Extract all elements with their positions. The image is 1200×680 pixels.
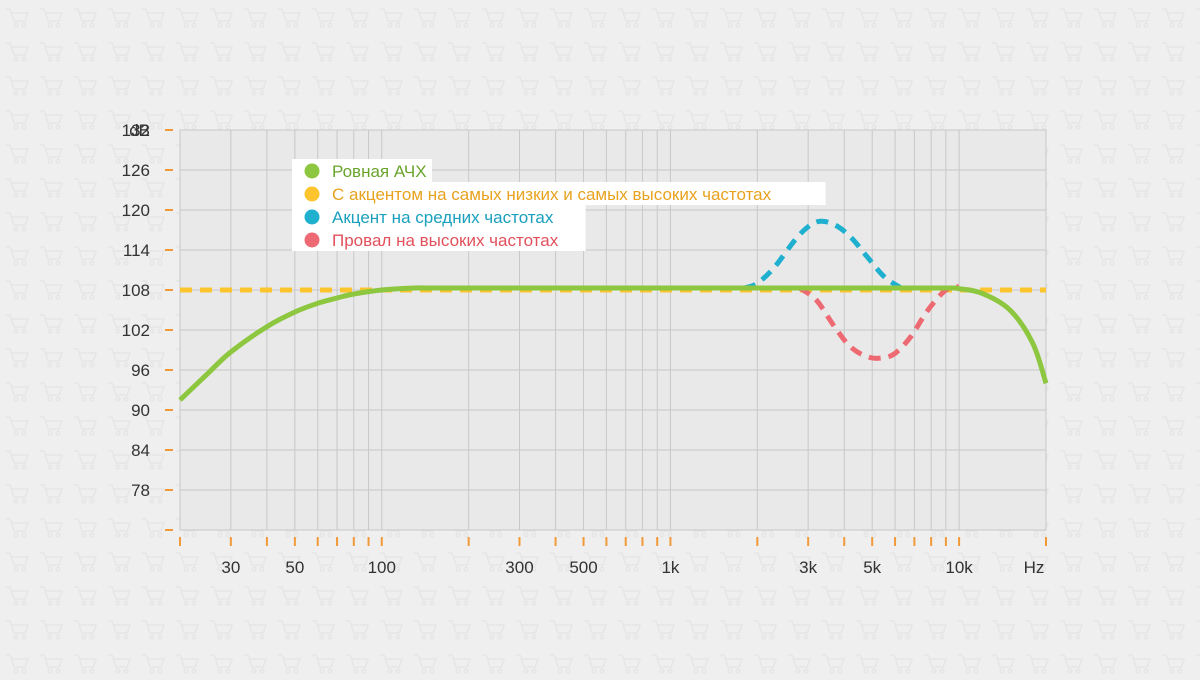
series-lines [178, 218, 1049, 402]
legend-label-3: Акцент на средних частотах [332, 208, 554, 227]
legend-label-1: Ровная АЧХ [332, 162, 427, 181]
legend-label-2: С акцентом на самых низких и самых высок… [332, 185, 772, 204]
legend-item-background [292, 159, 432, 182]
y-tick-label: 108 [122, 281, 150, 300]
x-tick-label: 500 [569, 558, 597, 577]
y-tick-label: 120 [122, 201, 150, 220]
x-tick-label: 10k [945, 558, 973, 577]
x-tick-label: 1k [661, 558, 679, 577]
y-tick-label: 90 [131, 401, 150, 420]
y-tick-label: 132 [122, 121, 150, 140]
y-tick-label: 114 [123, 241, 150, 260]
series-line-4 [798, 284, 960, 361]
y-tick-label: 84 [131, 441, 150, 460]
legend-item-background [292, 205, 586, 228]
series-line-3 [743, 218, 903, 291]
x-tick-label: 300 [505, 558, 533, 577]
y-axis-label: dB [129, 121, 150, 140]
legend-marker-4 [304, 232, 320, 248]
series-line-1 [178, 285, 1049, 402]
y-tick-label: 126 [122, 161, 150, 180]
x-tick-label: 5k [863, 558, 881, 577]
legend-marker-1 [304, 163, 320, 179]
plot-frame [179, 129, 1047, 531]
legend-marker-3 [304, 209, 320, 225]
x-tick-label: 3k [799, 558, 817, 577]
x-axis-label: Hz [1024, 558, 1045, 577]
y-tick-label: 96 [131, 361, 150, 380]
x-tick-label: 50 [285, 558, 304, 577]
legend-marker-2 [304, 186, 320, 202]
legend-label-4: Провал на высоких частотах [332, 231, 559, 250]
legend: Ровная АЧХ С акцентом на самых низких и с… [292, 159, 826, 251]
y-tick-label: 102 [122, 321, 150, 340]
x-tick-label: 100 [368, 558, 396, 577]
y-tick-label: 78 [131, 481, 150, 500]
legend-item-background [292, 228, 586, 251]
legend-item-background [292, 182, 826, 205]
x-tick-label: 30 [221, 558, 240, 577]
